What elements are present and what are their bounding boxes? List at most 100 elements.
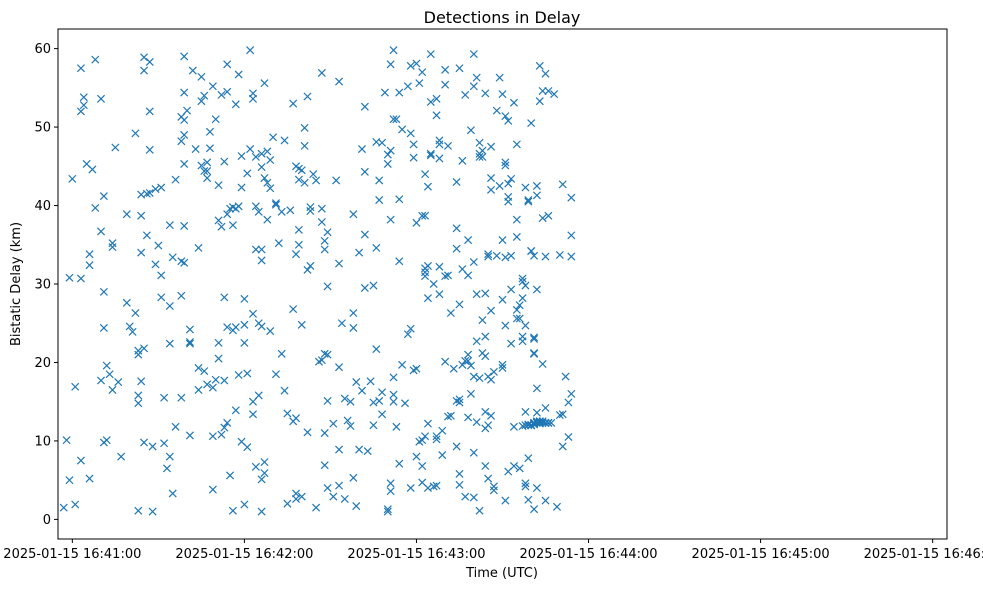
data-point	[85, 474, 94, 483]
data-point	[102, 361, 111, 370]
data-point	[435, 262, 444, 271]
data-point	[541, 496, 550, 505]
y-tick-label: 40	[34, 199, 51, 214]
data-point	[515, 314, 524, 323]
x-axis: 2025-01-15 16:41:00 2025-01-15 16:42:00 20…	[3, 539, 983, 562]
data-point	[535, 61, 544, 70]
data-point	[335, 481, 344, 490]
data-point	[395, 459, 404, 468]
data-point	[426, 151, 435, 160]
data-point	[512, 232, 521, 241]
data-point	[469, 493, 478, 502]
data-point	[246, 145, 255, 154]
data-point	[243, 169, 252, 178]
data-point	[346, 421, 355, 431]
data-point	[383, 159, 392, 168]
data-point	[504, 179, 513, 188]
data-point	[541, 69, 550, 78]
data-point	[277, 349, 286, 358]
data-point	[441, 80, 450, 89]
data-point	[248, 410, 258, 419]
data-point	[254, 391, 263, 400]
data-point	[251, 245, 260, 254]
data-point	[366, 377, 375, 386]
data-point	[197, 97, 206, 106]
data-point	[142, 189, 151, 198]
data-point	[277, 207, 286, 216]
data-point	[226, 471, 235, 480]
data-point	[455, 469, 464, 478]
data-point	[200, 91, 209, 100]
data-point	[435, 290, 444, 299]
x-tick-label: 2025-01-15 16:46:00	[864, 547, 983, 562]
data-point	[538, 214, 547, 223]
data-point	[205, 144, 215, 153]
data-point	[251, 202, 260, 211]
data-point	[108, 239, 117, 248]
data-point	[489, 486, 498, 495]
data-point	[518, 277, 527, 286]
data-point	[509, 98, 518, 107]
data-point	[478, 316, 487, 325]
data-point	[228, 221, 237, 230]
plot-frame	[57, 28, 948, 540]
data-point	[320, 429, 329, 438]
data-point	[386, 487, 395, 496]
data-point	[406, 324, 415, 333]
data-point	[76, 274, 85, 283]
data-point	[487, 411, 496, 420]
data-point	[455, 300, 464, 309]
data-point	[378, 138, 387, 147]
x-tick-label: 2025-01-15 16:41:00	[3, 547, 141, 562]
data-point	[432, 111, 441, 120]
data-point	[532, 181, 541, 190]
data-point	[220, 423, 229, 432]
data-point	[257, 245, 266, 254]
data-point	[71, 382, 80, 391]
data-point	[131, 309, 140, 318]
data-point	[386, 146, 395, 155]
data-point	[518, 274, 527, 283]
data-point	[406, 483, 415, 493]
data-point	[320, 245, 329, 254]
data-point	[294, 225, 303, 234]
data-point	[151, 260, 160, 269]
data-point	[65, 273, 74, 282]
data-point	[88, 165, 97, 174]
data-point	[185, 431, 194, 440]
data-point	[117, 452, 126, 461]
data-point	[145, 188, 154, 198]
data-point	[231, 100, 240, 109]
data-point	[518, 332, 527, 341]
data-point	[409, 140, 418, 149]
data-point	[475, 138, 484, 147]
data-point	[412, 59, 421, 68]
data-point	[177, 393, 186, 402]
data-point	[79, 101, 88, 110]
data-point	[421, 432, 430, 441]
data-point	[469, 372, 478, 381]
data-point	[160, 439, 169, 448]
data-point	[524, 196, 533, 205]
data-point	[254, 207, 263, 216]
data-point	[406, 61, 415, 70]
data-point	[240, 320, 249, 329]
data-point	[464, 356, 473, 365]
data-point	[386, 479, 395, 488]
data-point	[346, 397, 355, 406]
data-point	[91, 203, 100, 212]
data-point	[283, 409, 292, 418]
data-point	[386, 60, 395, 69]
chart-title: Detections in Delay	[424, 8, 581, 27]
data-point	[99, 287, 108, 296]
data-point	[521, 183, 530, 192]
data-point	[469, 448, 478, 457]
data-point	[280, 386, 289, 395]
data-point	[228, 506, 237, 515]
data-point	[71, 500, 80, 509]
data-point	[426, 149, 435, 158]
data-point	[203, 380, 212, 389]
data-point	[297, 166, 306, 175]
data-point	[487, 375, 496, 384]
data-point	[518, 294, 527, 303]
